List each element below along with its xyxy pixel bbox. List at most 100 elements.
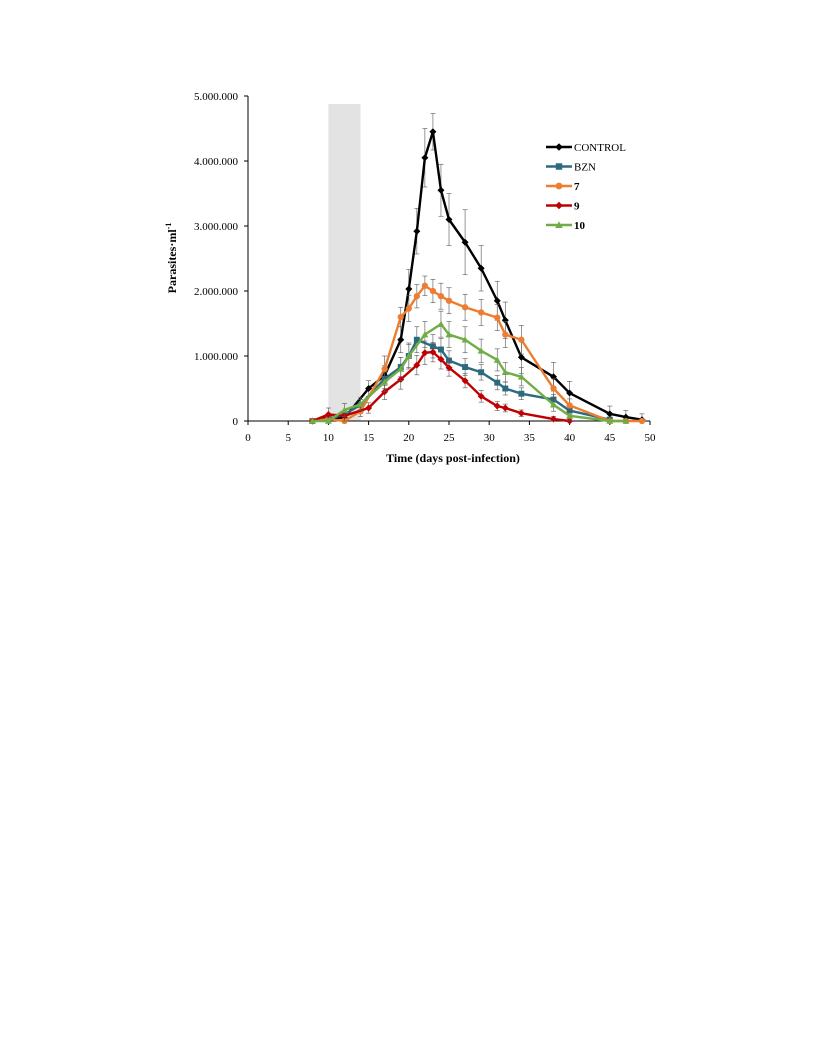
data-point: [517, 353, 525, 361]
data-point: [502, 331, 509, 338]
legend-item-9: 9: [546, 201, 580, 213]
data-point: [429, 128, 437, 136]
data-point: [622, 417, 630, 424]
data-point: [397, 336, 405, 344]
data-point: [462, 364, 469, 371]
data-point: [606, 410, 614, 418]
y-axis-title-sup: -1: [164, 223, 173, 230]
series-line: [311, 350, 570, 423]
data-point: [445, 297, 453, 304]
x-tick-label: 20: [403, 432, 415, 444]
data-point: [413, 293, 420, 300]
data-point: [421, 349, 429, 357]
treatment-period-band: [328, 104, 361, 421]
data-point: [437, 320, 445, 327]
data-point: [518, 390, 525, 397]
x-tick-label: 25: [444, 432, 456, 444]
data-point: [357, 400, 365, 407]
x-tick-label: 10: [323, 432, 335, 444]
x-axis-title: Time (days post-infection): [386, 451, 520, 465]
data-point: [566, 417, 574, 425]
data-point: [381, 365, 388, 373]
data-point: [445, 364, 453, 372]
series-line: [312, 284, 642, 423]
legend-label: CONTROL: [574, 142, 626, 154]
data-point: [502, 385, 509, 392]
data-point: [429, 287, 437, 295]
data-point: [494, 314, 501, 321]
data-point: [381, 378, 389, 385]
data-point: [478, 309, 485, 316]
x-tick-label: 30: [484, 432, 496, 444]
series-line: [312, 130, 643, 423]
legend-item-7: 7: [546, 181, 580, 193]
data-point: [405, 305, 412, 312]
legend-label: BZN: [574, 162, 596, 174]
axes: 0 1.000.000 2.000.000 3.000.000 4.000.000 5.0…: [194, 91, 656, 444]
data-point: [324, 411, 332, 418]
x-tick-label: 45: [604, 432, 616, 444]
data-point: [437, 355, 445, 363]
data-point: [566, 412, 574, 419]
legend-item-control: CONTROL: [546, 142, 626, 154]
y-axis-title-main: Parasites·ml: [165, 229, 179, 294]
data-point: [397, 365, 405, 372]
data-point: [413, 336, 420, 343]
data-point: [493, 402, 501, 410]
y-tick-label: 2.000.000: [194, 286, 239, 298]
x-tick-label: 35: [524, 432, 536, 444]
data-point: [421, 282, 429, 289]
series-10: [308, 310, 630, 424]
data-point: [566, 389, 574, 397]
data-point: [477, 264, 485, 272]
data-point: [365, 385, 373, 392]
y-tick-label: 1.000.000: [194, 351, 239, 363]
legend-label: 9: [574, 201, 580, 213]
data-point: [445, 331, 453, 338]
legend-marker: [555, 221, 563, 229]
data-point: [517, 409, 525, 417]
x-tick-label: 40: [564, 432, 576, 444]
data-point: [340, 406, 348, 413]
data-point: [365, 404, 373, 412]
legend-marker: [555, 163, 563, 170]
data-point: [405, 352, 413, 359]
data-point: [421, 331, 429, 338]
legend-marker: [555, 143, 563, 151]
data-point: [445, 216, 453, 223]
data-point: [493, 297, 501, 305]
y-tick-label: 4.000.000: [194, 156, 239, 168]
data-point: [493, 356, 501, 363]
y-tick-label: 0: [233, 416, 239, 428]
legend-marker: [555, 182, 563, 190]
data-point: [397, 313, 404, 321]
data-point: [501, 316, 509, 324]
data-point: [308, 417, 316, 424]
data-point: [437, 186, 445, 194]
data-point: [478, 369, 485, 376]
data-point: [518, 336, 525, 343]
legend-item-bzn: BZN: [546, 162, 596, 174]
data-point: [550, 401, 558, 408]
legend: CONTROL BZN 7 9 10: [546, 142, 626, 232]
data-point: [501, 404, 509, 412]
data-point: [566, 402, 573, 409]
data-point: [429, 348, 437, 356]
data-point: [461, 336, 469, 343]
data-point: [550, 385, 557, 392]
x-tick-label: 15: [363, 432, 375, 444]
data-point: [413, 361, 421, 369]
x-tick-label: 50: [645, 432, 657, 444]
plot-area: 0 1.000.000 2.000.000 3.000.000 4.000.000 5.0…: [194, 91, 656, 444]
data-point: [405, 285, 413, 293]
data-point: [324, 417, 332, 424]
data-point: [437, 293, 445, 300]
data-point: [517, 373, 525, 380]
data-point: [606, 417, 614, 424]
data-point: [461, 304, 469, 311]
y-tick-label: 5.000.000: [194, 91, 239, 103]
legend-label: 10: [574, 220, 586, 232]
y-tick-label: 3.000.000: [194, 221, 239, 233]
data-point: [421, 154, 429, 162]
